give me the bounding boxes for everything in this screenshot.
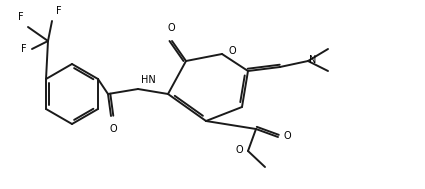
Text: N: N: [309, 55, 316, 65]
Text: F: F: [18, 12, 24, 22]
Text: F: F: [21, 44, 27, 54]
Text: O: O: [109, 124, 117, 134]
Text: O: O: [284, 131, 292, 141]
Text: F: F: [56, 6, 62, 16]
Text: O: O: [229, 46, 237, 56]
Text: O: O: [235, 145, 243, 155]
Text: O: O: [167, 23, 175, 33]
Text: HN: HN: [141, 75, 156, 85]
